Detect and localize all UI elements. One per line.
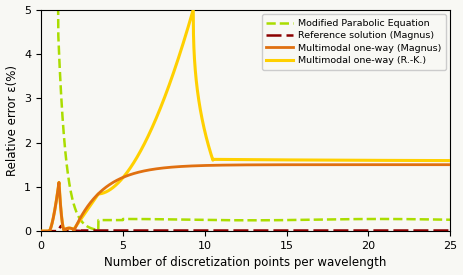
Modified Parabolic Equation: [95, 228, 101, 232]
Multimodal one-way (Magnus): [113, 179, 118, 183]
X-axis label: Number of discretization points per wavelength: Number of discretization points per wave…: [105, 257, 387, 269]
Line: Modified Parabolic Equation: Modified Parabolic Equation: [41, 10, 450, 230]
Multimodal one-way (Magnus): [305, 163, 310, 166]
Modified Parabolic Equation: [375, 217, 381, 221]
Multimodal one-way (Magnus): [344, 163, 349, 166]
Multimodal one-way (Magnus): [448, 163, 453, 166]
Multimodal one-way (R.-K.): [284, 158, 289, 161]
Legend: Modified Parabolic Equation, Reference solution (Magnus), Multimodal one-way (Ma: Modified Parabolic Equation, Reference s…: [262, 14, 446, 70]
Modified Parabolic Equation: [448, 218, 453, 221]
Modified Parabolic Equation: [284, 218, 289, 222]
Modified Parabolic Equation: [344, 218, 350, 221]
Reference solution (Magnus): [284, 229, 289, 232]
Reference solution (Magnus): [344, 229, 350, 232]
Multimodal one-way (R.-K.): [344, 159, 350, 162]
Multimodal one-way (R.-K.): [113, 184, 118, 187]
Multimodal one-way (Magnus): [38, 230, 44, 233]
Modified Parabolic Equation: [305, 218, 310, 221]
Y-axis label: Relative error ε(%): Relative error ε(%): [6, 65, 19, 176]
Multimodal one-way (Magnus): [375, 163, 381, 166]
Multimodal one-way (R.-K.): [305, 158, 310, 162]
Reference solution (Magnus): [59, 224, 64, 227]
Reference solution (Magnus): [305, 229, 310, 232]
Reference solution (Magnus): [375, 229, 381, 232]
Multimodal one-way (R.-K.): [375, 159, 381, 162]
Multimodal one-way (R.-K.): [195, 90, 200, 93]
Modified Parabolic Equation: [38, 8, 44, 11]
Reference solution (Magnus): [38, 230, 44, 233]
Modified Parabolic Equation: [113, 218, 119, 222]
Line: Multimodal one-way (R.-K.): Multimodal one-way (R.-K.): [41, 10, 450, 231]
Line: Multimodal one-way (Magnus): Multimodal one-way (Magnus): [41, 165, 450, 231]
Modified Parabolic Equation: [195, 218, 200, 221]
Multimodal one-way (Magnus): [195, 164, 200, 167]
Reference solution (Magnus): [113, 229, 119, 232]
Reference solution (Magnus): [195, 229, 200, 232]
Line: Reference solution (Magnus): Reference solution (Magnus): [41, 226, 450, 231]
Reference solution (Magnus): [448, 229, 453, 232]
Multimodal one-way (Magnus): [284, 163, 289, 166]
Multimodal one-way (R.-K.): [448, 159, 453, 162]
Multimodal one-way (R.-K.): [38, 230, 44, 233]
Multimodal one-way (R.-K.): [190, 8, 196, 11]
